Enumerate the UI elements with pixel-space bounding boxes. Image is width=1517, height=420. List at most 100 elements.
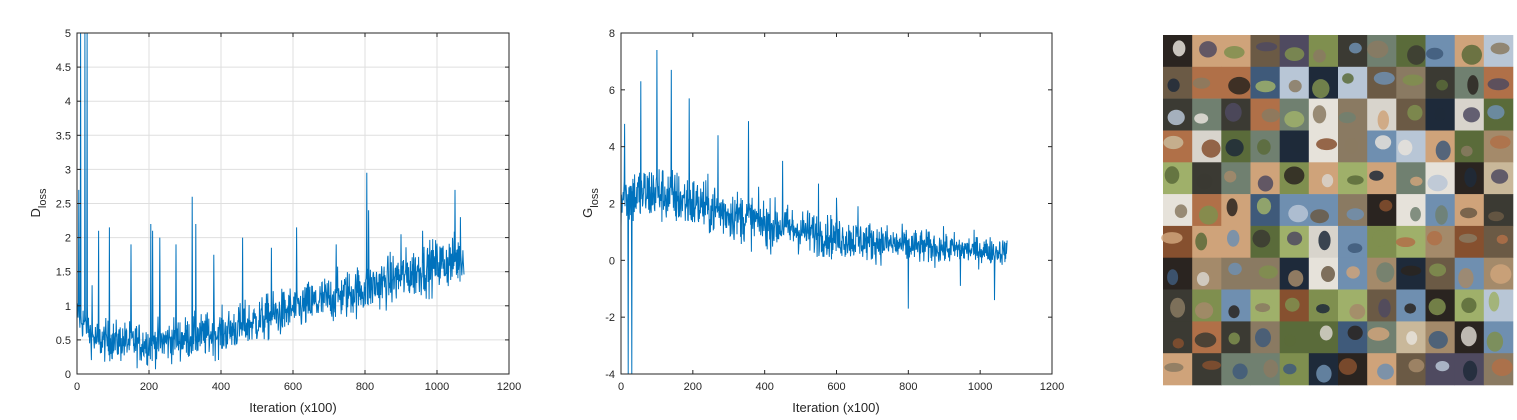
sample-image-subject: [1461, 145, 1473, 157]
d-loss-chart: 0 200 400 600 800 1000 1200 0 0.5 1 1.5 2 2.5 3 3.5 4 4.…: [28, 28, 521, 415]
sample-image-subject: [1199, 205, 1218, 225]
sample-image-subject: [1379, 199, 1393, 212]
d-loss-x-tick-label: 400: [212, 381, 230, 393]
sample-image-subject: [1491, 169, 1509, 184]
sample-image-subject: [1349, 304, 1366, 320]
sample-image-subject: [1376, 262, 1395, 283]
sample-image-subject: [1228, 76, 1251, 95]
sample-image-subject: [1460, 207, 1478, 219]
sample-image-subject: [1201, 139, 1221, 158]
sample-image-subject: [1491, 358, 1513, 376]
d-loss-x-tick-label: 200: [140, 381, 158, 393]
sample-image-subject: [1488, 211, 1504, 222]
g-loss-series-line: [620, 49, 1008, 375]
d-loss-y-tick-label: 1.5: [56, 267, 71, 279]
sample-image-subject: [1338, 112, 1356, 124]
sample-image-subject: [1458, 268, 1474, 289]
d-loss-series-line: [76, 32, 465, 370]
sample-image-subject: [1407, 45, 1426, 65]
sample-image-subject: [1426, 47, 1444, 60]
sample-image-subject: [1252, 229, 1271, 248]
d-loss-x-axis-label: Iteration (x100): [249, 400, 336, 415]
sample-image-subject: [1310, 209, 1329, 224]
sample-image-subject: [1463, 107, 1480, 123]
sample-image-subject: [1372, 230, 1388, 247]
sample-image-subject: [1400, 265, 1422, 276]
sample-image-subject: [1346, 208, 1365, 221]
sample-image-subject: [1263, 359, 1279, 378]
sample-image-subject: [1174, 204, 1188, 218]
sample-image-subject: [1312, 79, 1330, 99]
sample-image-subject: [1313, 49, 1326, 63]
d-loss-x-tick-label: 0: [74, 381, 80, 393]
sample-image-subject: [1195, 232, 1208, 251]
sample-image-subject: [1342, 73, 1354, 84]
sample-image-subject: [1436, 79, 1448, 91]
sample-image-subject: [1367, 327, 1390, 341]
d-loss-y-tick-label: 5: [65, 28, 71, 40]
sample-image-subject: [1490, 42, 1510, 55]
d-loss-y-tick-label: 3.5: [56, 130, 71, 142]
sample-image-subject: [1377, 110, 1390, 130]
sample-image-subject: [1224, 170, 1237, 183]
sample-image-subject: [1232, 363, 1248, 380]
sample-image-subject: [1435, 140, 1451, 161]
g-loss-y-tick-label: 6: [609, 85, 615, 97]
sample-image-subject: [1289, 132, 1309, 153]
sample-image-subject: [1490, 264, 1512, 284]
sample-image-subject: [1285, 297, 1300, 312]
sample-image-subject: [1347, 175, 1364, 185]
sample-image-subject: [1284, 166, 1305, 185]
g-loss-y-axis-label-sub: loss: [589, 188, 601, 208]
sample-image-subject: [1367, 40, 1389, 58]
sample-image-subject: [1164, 166, 1180, 184]
sample-image-subject: [1407, 104, 1423, 121]
sample-image-subject: [1196, 173, 1213, 190]
sample-image-subject: [1195, 302, 1214, 319]
sample-image-subject: [1172, 40, 1186, 57]
sample-image-subject: [1316, 364, 1332, 383]
d-loss-y-tick-label: 4: [65, 96, 71, 108]
sample-image-subject: [1410, 176, 1423, 186]
g-loss-y-tick-label: -2: [605, 312, 615, 324]
sample-image-subject: [1463, 360, 1478, 381]
sample-image-subject: [1488, 291, 1500, 312]
d-loss-y-axis-label: Dloss: [28, 188, 49, 217]
sample-image-subject: [1283, 363, 1297, 375]
g-loss-x-tick-label: 0: [618, 381, 624, 393]
sample-image-subject: [1402, 74, 1424, 86]
sample-image-tile: [1338, 66, 1368, 99]
sample-image-subject: [1428, 298, 1446, 316]
g-loss-x-tick-label: 800: [899, 381, 917, 393]
g-loss-ticks: 0 200 400 600 800 1000 1200 -4 -2 0 2 4 6 8: [605, 28, 1064, 393]
sample-image-subject: [1347, 325, 1363, 340]
g-loss-x-axis-label: Iteration (x100): [792, 400, 879, 415]
sample-image-subject: [1170, 297, 1186, 318]
d-loss-grid: [76, 32, 510, 375]
sample-image-subject: [1496, 234, 1508, 244]
g-loss-x-tick-label: 600: [827, 381, 845, 393]
sample-image-subject: [1406, 331, 1418, 345]
d-loss-y-tick-label: 2: [65, 233, 71, 245]
sample-image-subject: [1255, 303, 1271, 313]
sample-image-subject: [1378, 298, 1391, 318]
sample-image-subject: [1194, 113, 1209, 124]
d-loss-y-tick-label: 0.5: [56, 335, 71, 347]
d-loss-y-tick-label: 3: [65, 164, 71, 176]
sample-image-subject: [1202, 360, 1221, 370]
sample-image-subject: [1255, 328, 1271, 348]
sample-image-subject: [1461, 297, 1477, 313]
sample-image-subject: [1224, 46, 1245, 59]
g-loss-y-axis-label: Gloss: [580, 188, 601, 218]
sample-image-subject: [1172, 338, 1184, 349]
sample-image-subject: [1227, 229, 1240, 247]
sample-image-tile: [1192, 353, 1222, 386]
sample-image-subject: [1410, 207, 1421, 222]
sample-image-subject: [1224, 102, 1242, 122]
sample-image-subject: [1284, 334, 1296, 347]
sample-image-subject: [1404, 303, 1416, 314]
sample-image-subject: [1192, 77, 1211, 89]
generated-samples-grid: [1161, 35, 1514, 386]
d-loss-y-tick-label: 2.5: [56, 199, 71, 211]
